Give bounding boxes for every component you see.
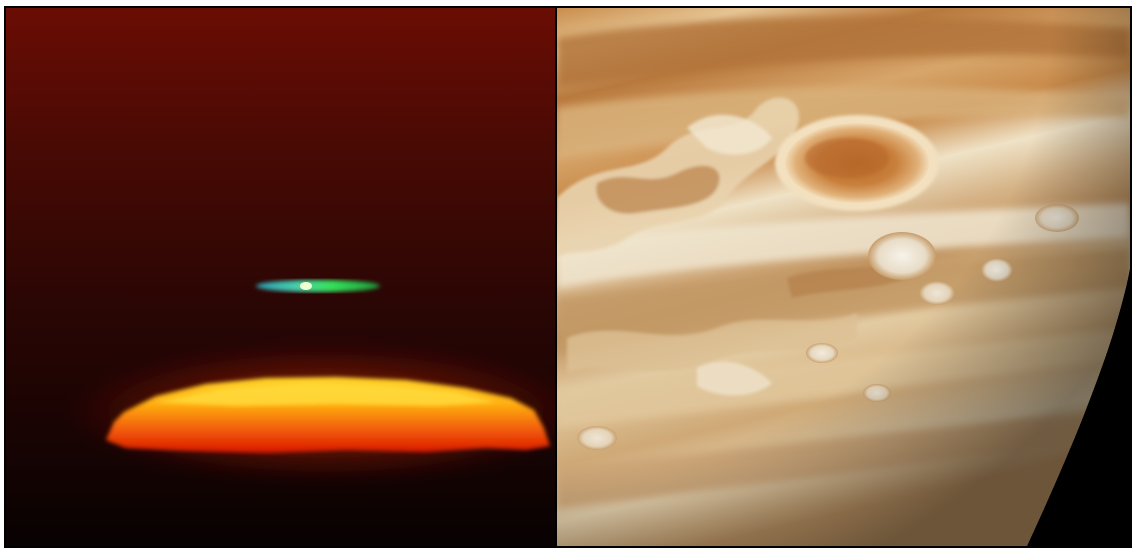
green-flash-scene xyxy=(6,8,555,546)
panel-divider xyxy=(555,8,557,546)
green-flash-photo xyxy=(6,8,555,546)
green-flash xyxy=(256,280,380,292)
jupiter-photo xyxy=(557,8,1130,546)
jupiter-planet xyxy=(557,8,1130,546)
sun-highlight xyxy=(156,383,496,406)
limb-darkening xyxy=(557,8,1130,546)
image-frame xyxy=(4,6,1132,548)
jupiter-scene xyxy=(557,8,1130,546)
green-flash-core xyxy=(300,282,312,290)
